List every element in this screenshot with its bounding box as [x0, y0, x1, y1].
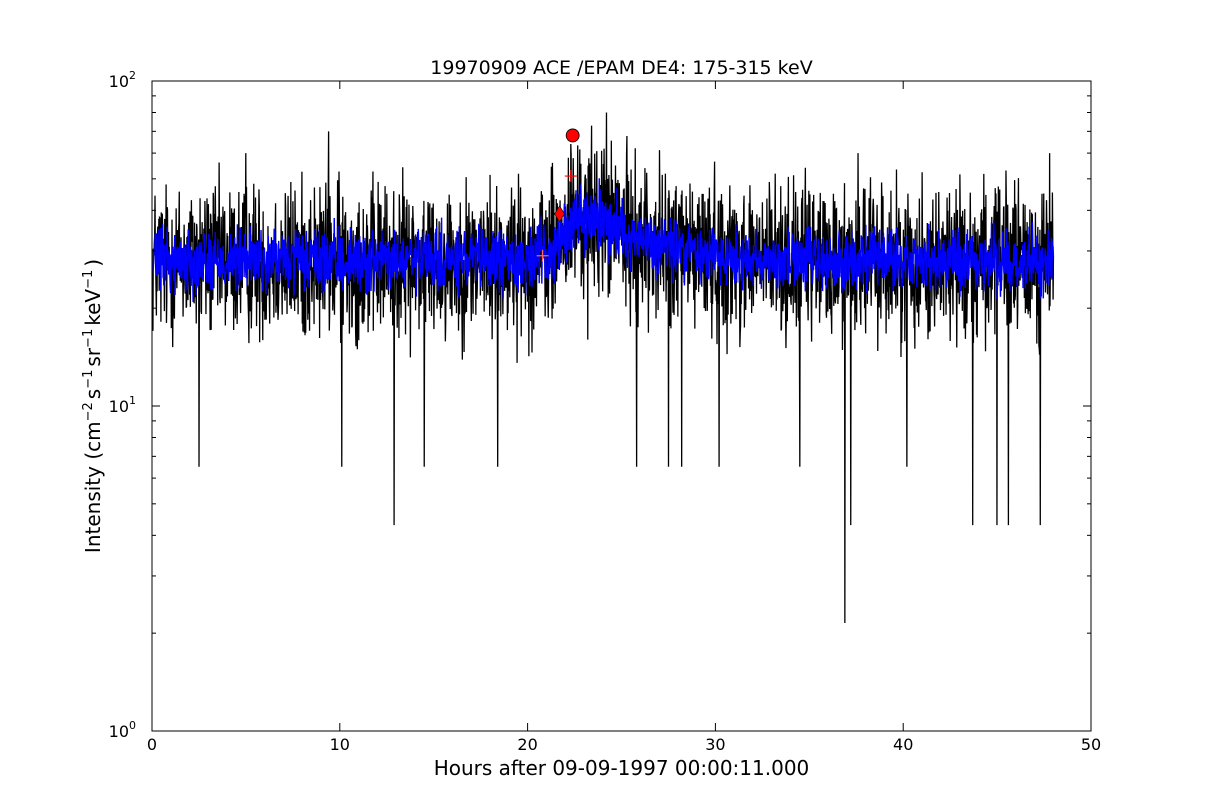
series-layer	[152, 112, 1055, 623]
y-tick-label: 100	[109, 719, 136, 741]
marker-layer	[536, 128, 580, 262]
x-tick-label: 40	[893, 735, 913, 754]
marker-plus	[564, 170, 577, 183]
marker-circle	[565, 128, 580, 143]
y-label-suffix: )	[81, 259, 105, 267]
y-label-sup2: −1	[81, 370, 96, 389]
y-label-sr: sr	[81, 347, 105, 366]
x-tick-label: 30	[705, 735, 725, 754]
y-tick-label: 101	[109, 394, 136, 416]
x-tick-label: 20	[517, 735, 537, 754]
y-label-sup3: −1	[81, 329, 96, 348]
x-tick-label: 0	[147, 735, 157, 754]
y-tick-label: 102	[109, 69, 136, 91]
y-axis-label: Intensity (cm−2s−1sr−1keV−1)	[81, 259, 105, 553]
marker-plus	[536, 249, 549, 262]
chart-title: 19970909 ACE /EPAM DE4: 175-315 keV	[430, 57, 812, 79]
marker-diamond	[554, 205, 565, 223]
series-line-blue	[152, 178, 1055, 302]
x-axis-label: Hours after 09-09-1997 00:00:11.000	[434, 756, 810, 780]
y-label-s: s	[81, 389, 105, 399]
y-label-sup4: −1	[81, 270, 96, 289]
y-label-kev: keV	[81, 289, 105, 326]
y-label-sup1: −2	[81, 402, 96, 421]
x-tick-label: 10	[330, 735, 350, 754]
ticks-layer: 0 10 20 30 40 50 100 101 102	[109, 69, 1102, 754]
y-label-prefix: Intensity (cm	[81, 421, 105, 553]
x-tick-label: 50	[1081, 735, 1101, 754]
series-line-black	[152, 112, 1055, 623]
